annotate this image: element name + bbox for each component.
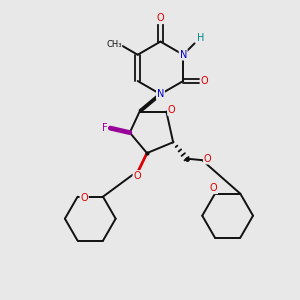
Text: O: O bbox=[80, 193, 88, 203]
Text: N: N bbox=[157, 89, 164, 99]
Text: O: O bbox=[201, 76, 208, 86]
Text: O: O bbox=[157, 13, 164, 23]
Text: N: N bbox=[179, 50, 187, 60]
Text: CH₃: CH₃ bbox=[106, 40, 122, 49]
Text: O: O bbox=[204, 154, 211, 164]
Text: O: O bbox=[133, 171, 141, 181]
Text: H: H bbox=[197, 33, 204, 43]
Text: F: F bbox=[102, 123, 107, 133]
Text: O: O bbox=[168, 105, 176, 115]
Text: O: O bbox=[210, 183, 217, 193]
